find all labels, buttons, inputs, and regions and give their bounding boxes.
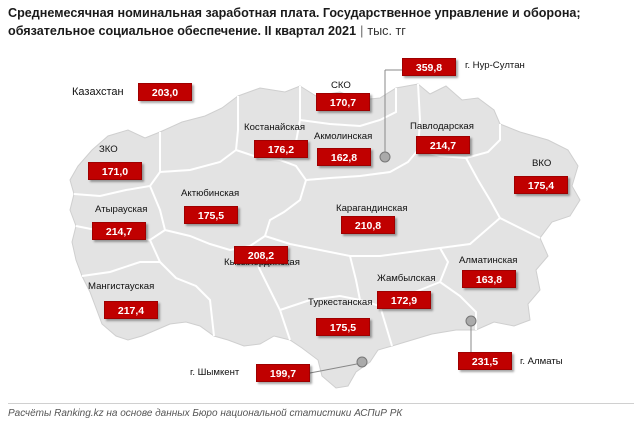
zhambyl-label: Жамбылская [377,273,436,284]
mangystau-value: 217,4 [104,301,158,319]
country-outline [69,83,581,389]
kyzylorda-value: 208,2 [234,246,288,264]
kazakhstan-value: 203,0 [138,83,192,101]
title-line-2: обязательное социальное обеспечение. II … [8,24,357,38]
karaganda-value: 210,8 [341,216,395,234]
shymkent-value: 199,7 [256,364,310,382]
nur-sultan-label: г. Нур-Султан [465,60,525,71]
almaty-region-label: Алматинская [459,255,518,266]
footer-divider [8,403,634,404]
kazakhstan-label: Казахстан [72,86,124,98]
almaty-city-value: 231,5 [458,352,512,370]
region-borders [73,83,541,347]
vko-label: ВКО [532,158,552,169]
nur-sultan-value: 359,8 [402,58,456,76]
akmola-label: Акмолинская [314,131,373,142]
aktobe-label: Актюбинская [181,188,240,199]
almaty-region-value: 163,8 [462,270,516,288]
leader-lines [309,69,472,374]
sko-value: 170,7 [316,93,370,111]
shymkent-label: г. Шымкент [190,367,240,378]
title-separator: | [360,24,364,38]
kostanay-value: 176,2 [254,140,308,158]
sko-label: СКО [331,80,351,91]
vko-value: 175,4 [514,176,568,194]
turkestan-label: Туркестанская [308,297,373,308]
almaty-city-label: г. Алматы [520,356,563,367]
title-line-1: Среднемесячная номинальная заработная пл… [8,6,581,20]
zhambyl-value: 172,9 [377,291,431,309]
kostanay-label: Костанайская [244,122,306,133]
zko-label: ЗКО [99,144,118,155]
almaty-marker [465,315,477,327]
atyrau-value: 214,7 [92,222,146,240]
chart-title: Среднемесячная номинальная заработная пл… [8,4,634,40]
akmola-value: 162,8 [317,148,371,166]
aktobe-value: 175,5 [184,206,238,224]
karaganda-label: Карагандинская [336,203,408,214]
shymkent-leader [309,362,363,374]
turkestan-value: 175,5 [316,318,370,336]
shymkent-marker [356,356,368,368]
mangystau-label: Мангистауская [88,281,155,292]
atyrau-label: Атырауская [95,204,148,215]
pavlodar-value: 214,7 [416,136,470,154]
nur-sultan-marker [379,151,391,163]
source-note: Расчёты Ranking.kz на основе данных Бюро… [8,408,403,419]
zko-value: 171,0 [88,162,142,180]
title-unit: тыс. тг [367,24,406,38]
pavlodar-label: Павлодарская [410,121,474,132]
